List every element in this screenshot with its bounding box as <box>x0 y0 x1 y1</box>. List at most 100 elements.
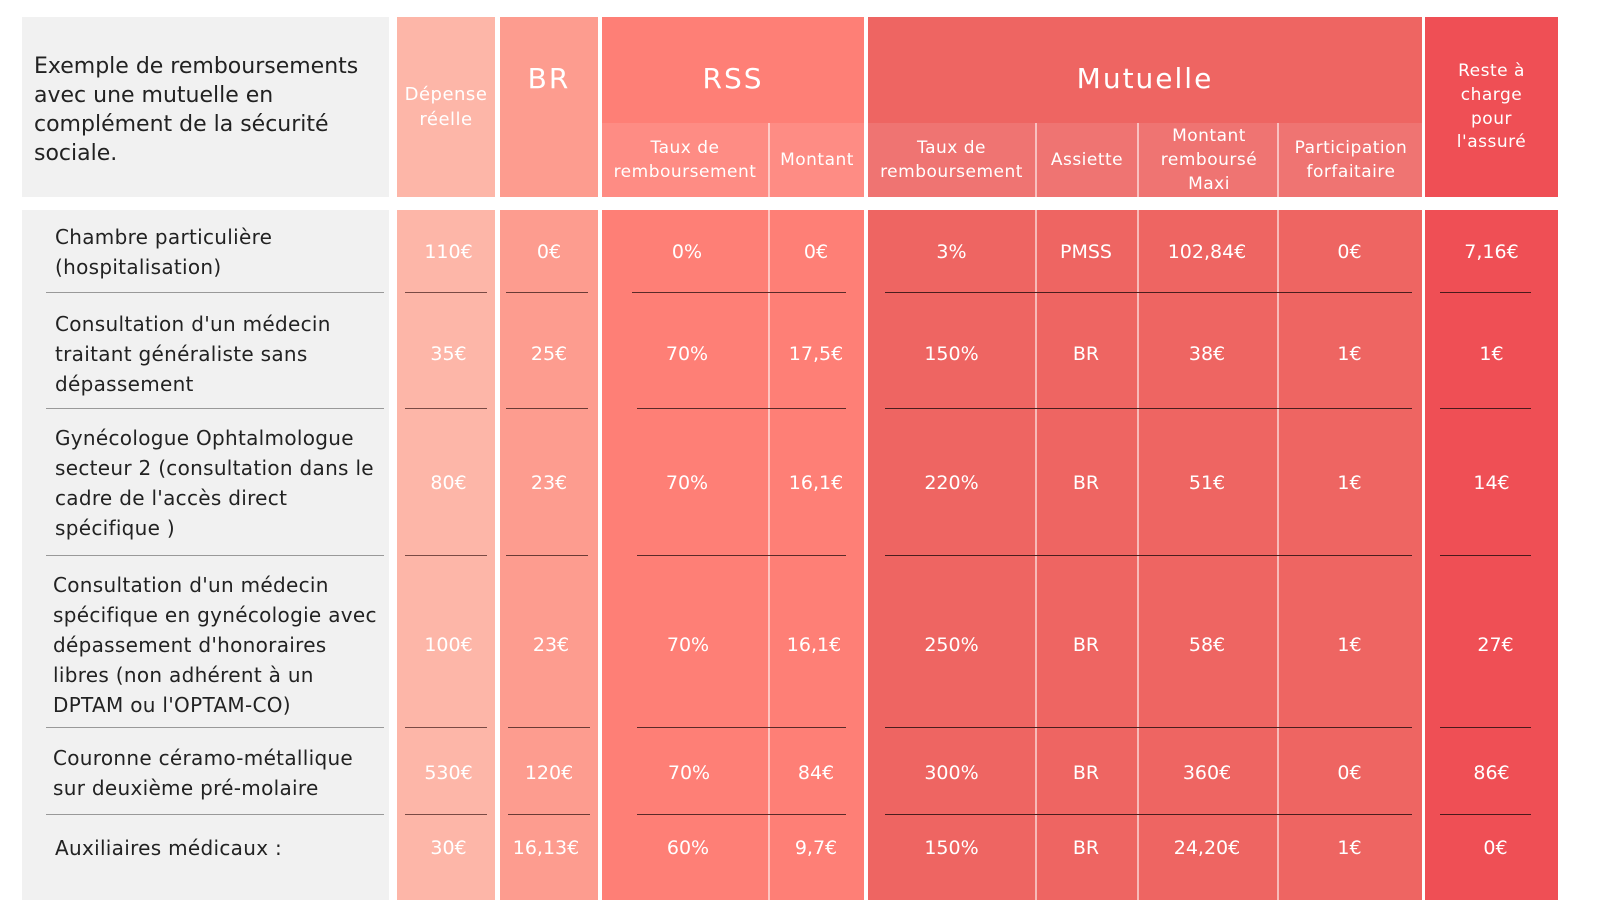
row-2-reste: 14€ <box>1473 472 1510 494</box>
row-divider <box>1440 292 1531 293</box>
row-1-assiette: BR <box>1072 343 1100 365</box>
row-0-rss-taux: 0% <box>671 241 703 263</box>
mutuelle-separator-2 <box>1137 123 1139 900</box>
mutuelle-column-background <box>868 17 1422 900</box>
row-3-participation: 1€ <box>1337 634 1362 656</box>
row-1-participation: 1€ <box>1337 343 1362 365</box>
row-divider <box>46 814 384 815</box>
row-divider <box>632 292 846 293</box>
intro-background <box>22 17 389 197</box>
subheader-rss-taux: Taux de remboursement <box>613 138 757 182</box>
row-4-mutuelle-montant: 360€ <box>1182 762 1232 784</box>
row-1-depense: 35€ <box>430 343 467 365</box>
row-label-chambre: Chambre particulière (hospitalisation) <box>55 225 273 279</box>
row-4-mutuelle-taux: 300% <box>924 762 979 784</box>
mutuelle-separator-1 <box>1035 123 1037 900</box>
row-divider <box>506 292 588 293</box>
row-3-reste: 27€ <box>1477 634 1514 656</box>
row-0-mutuelle-montant: 102,84€ <box>1167 241 1247 263</box>
row-0-rss-montant: 0€ <box>803 241 829 263</box>
row-2-rss-montant: 16,1€ <box>788 472 844 494</box>
row-0-mutuelle-taux: 3% <box>936 241 967 263</box>
row-divider <box>46 292 384 293</box>
row-5-mutuelle-montant: 24,20€ <box>1173 837 1241 859</box>
row-1-br: 25€ <box>530 343 568 365</box>
row-divider <box>46 555 384 556</box>
row-divider <box>46 727 384 728</box>
subheader-mutuelle-taux: Taux de remboursement <box>880 138 1023 182</box>
row-label-couronne: Couronne céramo-métallique sur deuxième … <box>53 746 354 800</box>
row-0-participation: 0€ <box>1337 241 1362 263</box>
row-4-rss-montant: 84€ <box>797 762 835 784</box>
header-reste: Reste à charge pour l'assuré <box>1456 60 1527 153</box>
row-5-depense: 30€ <box>430 837 467 859</box>
subheader-mutuelle-assiette: Assiette <box>1050 150 1124 171</box>
subheader-rss-montant: Montant <box>780 150 854 171</box>
row-label-generaliste: Consultation d'un médecin traitant génér… <box>55 312 331 396</box>
row-1-mutuelle-montant: 38€ <box>1188 343 1226 365</box>
row-0-br: 0€ <box>536 241 562 263</box>
row-2-participation: 1€ <box>1337 472 1362 494</box>
row-3-mutuelle-taux: 250% <box>924 634 979 656</box>
rss-column-background <box>602 17 864 900</box>
row-2-br: 23€ <box>530 472 568 494</box>
row-3-rss-taux: 70% <box>666 634 710 656</box>
row-5-rss-taux: 60% <box>666 837 710 859</box>
row-5-mutuelle-taux: 150% <box>924 837 979 859</box>
row-1-rss-montant: 17,5€ <box>788 343 844 365</box>
row-2-assiette: BR <box>1072 472 1100 494</box>
row-5-br: 16,13€ <box>512 837 580 859</box>
header-depense: Dépense réelle <box>404 83 488 130</box>
row-2-depense: 80€ <box>430 472 467 494</box>
row-divider <box>508 727 590 728</box>
row-label-auxiliaires: Auxiliaires médicaux : <box>55 836 283 860</box>
mutuelle-subheader-band <box>868 123 1422 197</box>
row-divider <box>405 727 487 728</box>
row-4-rss-taux: 70% <box>667 762 711 784</box>
subheader-mutuelle-participation: Participation forfaitaire <box>1294 138 1408 182</box>
row-divider <box>405 555 487 556</box>
row-0-assiette: PMSS <box>1060 241 1112 263</box>
row-divider <box>506 408 588 409</box>
row-1-mutuelle-taux: 150% <box>924 343 979 365</box>
row-divider <box>637 727 846 728</box>
row-1-rss-taux: 70% <box>665 343 709 365</box>
rss-subheader-band <box>602 123 864 197</box>
row-5-participation: 1€ <box>1337 837 1362 859</box>
row-divider <box>405 408 487 409</box>
row-divider <box>405 292 487 293</box>
row-5-reste: 0€ <box>1483 837 1508 859</box>
row-0-depense: 110€ <box>424 241 473 263</box>
row-4-depense: 530€ <box>424 762 473 784</box>
row-divider <box>1440 814 1531 815</box>
row-divider <box>1440 727 1531 728</box>
row-divider <box>637 555 846 556</box>
row-divider <box>885 727 1412 728</box>
table-intro: Exemple de remboursements avec une mutue… <box>34 54 359 166</box>
header-br: BR <box>527 62 571 96</box>
row-4-br: 120€ <box>524 762 574 784</box>
row-3-mutuelle-montant: 58€ <box>1188 634 1226 656</box>
header-rss: RSS <box>702 62 764 96</box>
row-1-reste: 1€ <box>1479 343 1504 365</box>
row-2-mutuelle-taux: 220% <box>924 472 979 494</box>
row-3-assiette: BR <box>1072 634 1100 656</box>
row-label-depassement: Consultation d'un médecin spécifique en … <box>53 573 377 717</box>
header-mutuelle: Mutuelle <box>1076 62 1214 96</box>
row-divider <box>885 408 1412 409</box>
depense-column-background <box>397 17 495 900</box>
row-3-rss-montant: 16,1€ <box>786 634 842 656</box>
row-divider <box>508 814 590 815</box>
row-4-reste: 86€ <box>1473 762 1510 784</box>
row-divider <box>885 814 1412 815</box>
row-2-mutuelle-montant: 51€ <box>1188 472 1226 494</box>
br-column-background <box>500 17 598 900</box>
row-divider <box>1440 408 1531 409</box>
row-divider <box>885 555 1412 556</box>
row-3-br: 23€ <box>532 634 570 656</box>
row-divider <box>637 408 846 409</box>
row-3-depense: 100€ <box>424 634 473 656</box>
row-divider <box>405 814 487 815</box>
rss-separator <box>768 123 770 900</box>
row-label-gynecologue: Gynécologue Ophtalmologue secteur 2 (con… <box>55 426 374 540</box>
